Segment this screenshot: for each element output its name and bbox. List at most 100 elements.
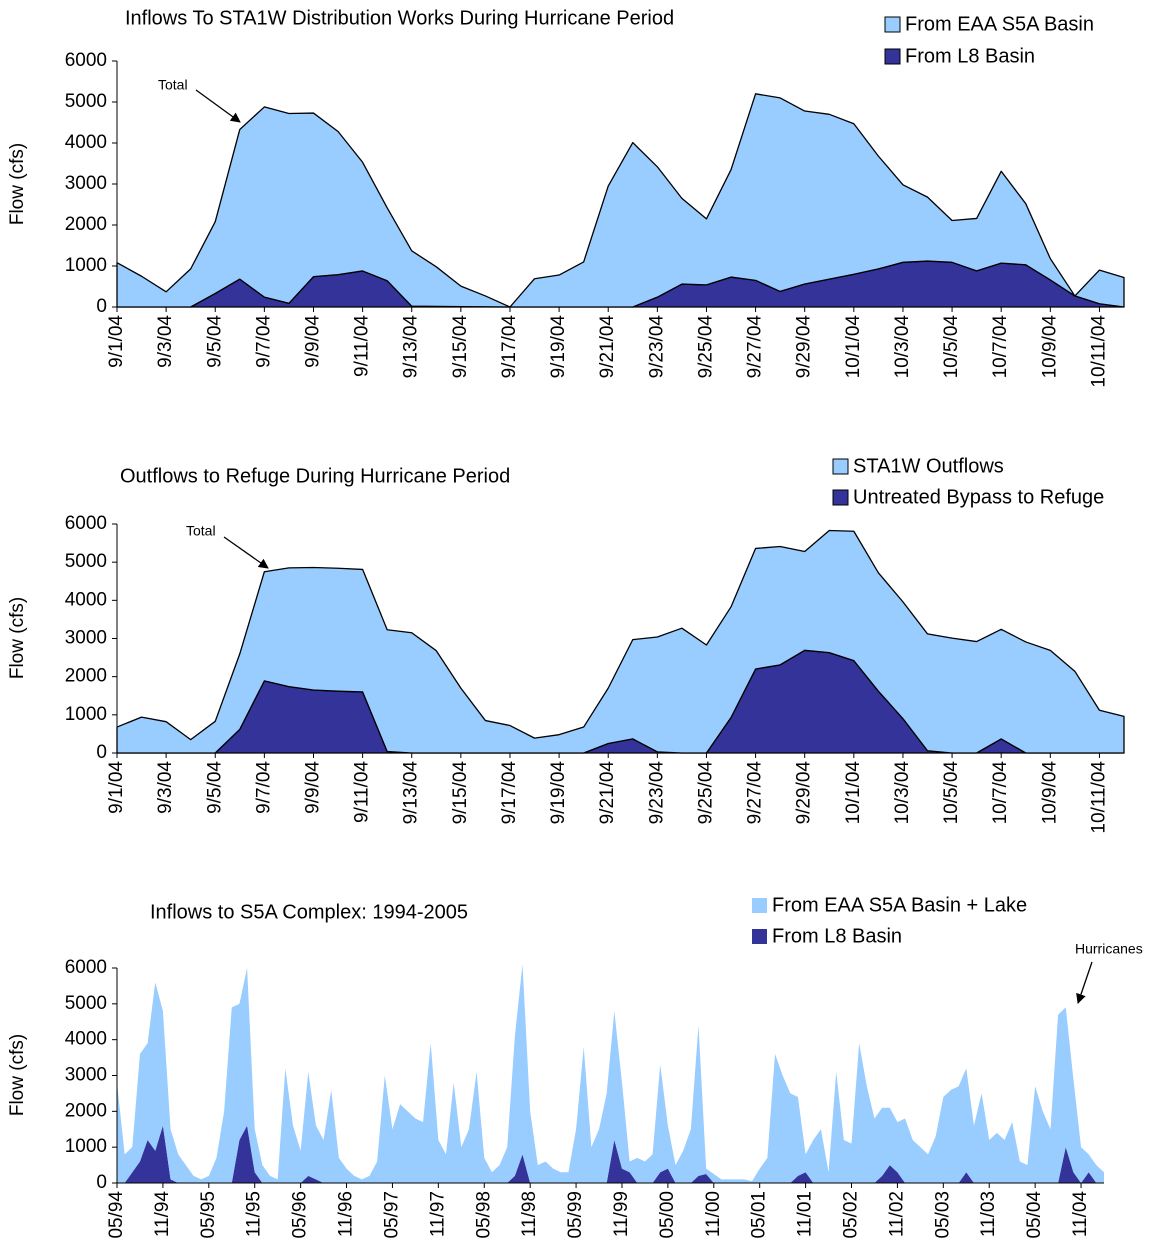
legend-swatch: [884, 48, 901, 65]
x-tick-label: 10/1/04: [843, 761, 864, 825]
x-tick-label: 10/3/04: [892, 761, 913, 825]
legend-swatch: [884, 16, 901, 33]
x-tick-label: 9/29/04: [794, 315, 815, 379]
y-tick-label: 6000: [65, 957, 107, 978]
x-tick-label: 9/27/04: [745, 315, 766, 379]
x-tick-label: 10/9/04: [1039, 761, 1060, 825]
y-tick-label: 0: [96, 742, 107, 763]
x-tick-label: 9/17/04: [499, 315, 520, 379]
x-tick-label: 05/96: [290, 1191, 311, 1239]
y-axis-label: Flow (cfs): [7, 143, 28, 225]
x-tick-label: 9/25/04: [695, 761, 716, 825]
legend-label: From EAA S5A Basin: [905, 13, 1094, 35]
x-tick-label: 05/97: [381, 1191, 402, 1239]
x-tick-label: 9/1/04: [106, 761, 127, 814]
x-tick-label: 9/5/04: [204, 315, 225, 368]
x-tick-label: 9/7/04: [253, 315, 274, 368]
legend-label: STA1W Outflows: [853, 455, 1004, 477]
y-tick-label: 0: [96, 296, 107, 317]
y-tick-label: 6000: [65, 513, 107, 534]
annotation: Total: [158, 77, 188, 93]
y-tick-label: 3000: [65, 173, 107, 194]
y-tick-label: 3000: [65, 628, 107, 649]
y-tick-label: 5000: [65, 993, 107, 1014]
x-tick-label: 9/23/04: [646, 761, 667, 825]
chart-title: Inflows to S5A Complex: 1994-2005: [150, 901, 468, 923]
x-tick-label: 10/5/04: [941, 315, 962, 379]
x-tick-label: 9/21/04: [597, 761, 618, 825]
legend-label: Untreated Bypass to Refuge: [853, 486, 1104, 508]
y-tick-label: 5000: [65, 551, 107, 572]
x-tick-label: 11/96: [336, 1191, 357, 1237]
legend-label: From L8 Basin: [772, 925, 902, 947]
x-tick-label: 9/21/04: [597, 315, 618, 379]
annotation-arrow: [223, 536, 269, 569]
x-tick-label: 9/7/04: [253, 761, 274, 814]
y-tick-label: 2000: [65, 214, 107, 235]
x-tick-label: 9/9/04: [303, 761, 324, 814]
x-tick-label: 9/19/04: [548, 761, 569, 825]
legend-swatch: [752, 898, 767, 913]
annotation: Hurricanes: [1075, 941, 1143, 957]
legend-swatch: [832, 458, 849, 475]
x-tick-label: 9/5/04: [204, 761, 225, 814]
area: [117, 1125, 1104, 1183]
annotation: Total: [186, 523, 216, 539]
x-tick-label: 9/9/04: [303, 315, 324, 368]
x-tick-label: 05/94: [106, 1191, 127, 1239]
y-tick-label: 4000: [65, 1029, 107, 1050]
x-tick-label: 05/00: [657, 1191, 678, 1239]
x-tick-label: 9/19/04: [548, 315, 569, 379]
x-tick-label: 05/95: [198, 1191, 219, 1239]
x-tick-label: 11/00: [703, 1191, 724, 1237]
x-tick-label: 9/13/04: [401, 315, 422, 379]
y-tick-label: 1000: [65, 255, 107, 276]
x-tick-label: 9/3/04: [155, 761, 176, 814]
y-tick-label: 2000: [65, 1100, 107, 1121]
legend-swatch: [752, 929, 767, 944]
x-tick-label: 10/11/04: [1088, 761, 1109, 834]
x-tick-label: 10/5/04: [941, 761, 962, 825]
x-tick-label: 10/7/04: [990, 315, 1011, 379]
x-tick-label: 9/23/04: [646, 315, 667, 379]
x-tick-label: 11/94: [152, 1191, 173, 1238]
y-tick-label: 1000: [65, 704, 107, 725]
x-tick-label: 9/11/04: [352, 315, 373, 377]
y-tick-label: 2000: [65, 666, 107, 687]
chart-panel: Inflows to S5A Complex: 1994-2005 Flow (c…: [7, 894, 1143, 1238]
x-tick-label: 11/03: [978, 1191, 999, 1237]
x-tick-label: 11/95: [244, 1191, 265, 1237]
x-tick-label: 9/27/04: [745, 761, 766, 825]
x-tick-label: 11/99: [611, 1191, 632, 1237]
x-tick-label: 9/13/04: [401, 761, 422, 825]
legend-swatch: [832, 489, 849, 506]
y-tick-label: 4000: [65, 589, 107, 610]
y-tick-label: 4000: [65, 132, 107, 153]
x-tick-label: 9/29/04: [794, 761, 815, 825]
x-tick-label: 9/1/04: [106, 315, 127, 368]
chart-title: Outflows to Refuge During Hurricane Peri…: [120, 465, 510, 487]
y-axis-label: Flow (cfs): [7, 1034, 28, 1116]
y-tick-label: 5000: [65, 91, 107, 112]
chart-title: Inflows To STA1W Distribution Works Duri…: [125, 7, 674, 29]
x-tick-label: 9/3/04: [155, 315, 176, 368]
x-tick-label: 11/04: [1070, 1191, 1091, 1238]
x-tick-label: 11/02: [886, 1191, 907, 1237]
y-tick-label: 0: [96, 1172, 107, 1193]
annotation-arrow: [1076, 961, 1093, 1004]
x-tick-label: 11/01: [795, 1191, 816, 1237]
legend-label: From L8 Basin: [905, 45, 1035, 67]
chart-panel: Outflows to Refuge During Hurricane Peri…: [7, 455, 1125, 834]
x-tick-label: 10/11/04: [1088, 315, 1109, 388]
x-tick-label: 9/15/04: [450, 761, 471, 825]
y-tick-label: 6000: [65, 50, 107, 71]
x-tick-label: 9/17/04: [499, 761, 520, 825]
x-tick-label: 05/98: [473, 1191, 494, 1239]
x-tick-label: 05/04: [1024, 1191, 1045, 1239]
y-tick-label: 3000: [65, 1065, 107, 1086]
x-tick-label: 11/98: [519, 1191, 540, 1237]
x-tick-label: 9/15/04: [450, 315, 471, 379]
x-tick-label: 05/03: [932, 1191, 953, 1239]
x-tick-label: 05/01: [749, 1191, 770, 1239]
